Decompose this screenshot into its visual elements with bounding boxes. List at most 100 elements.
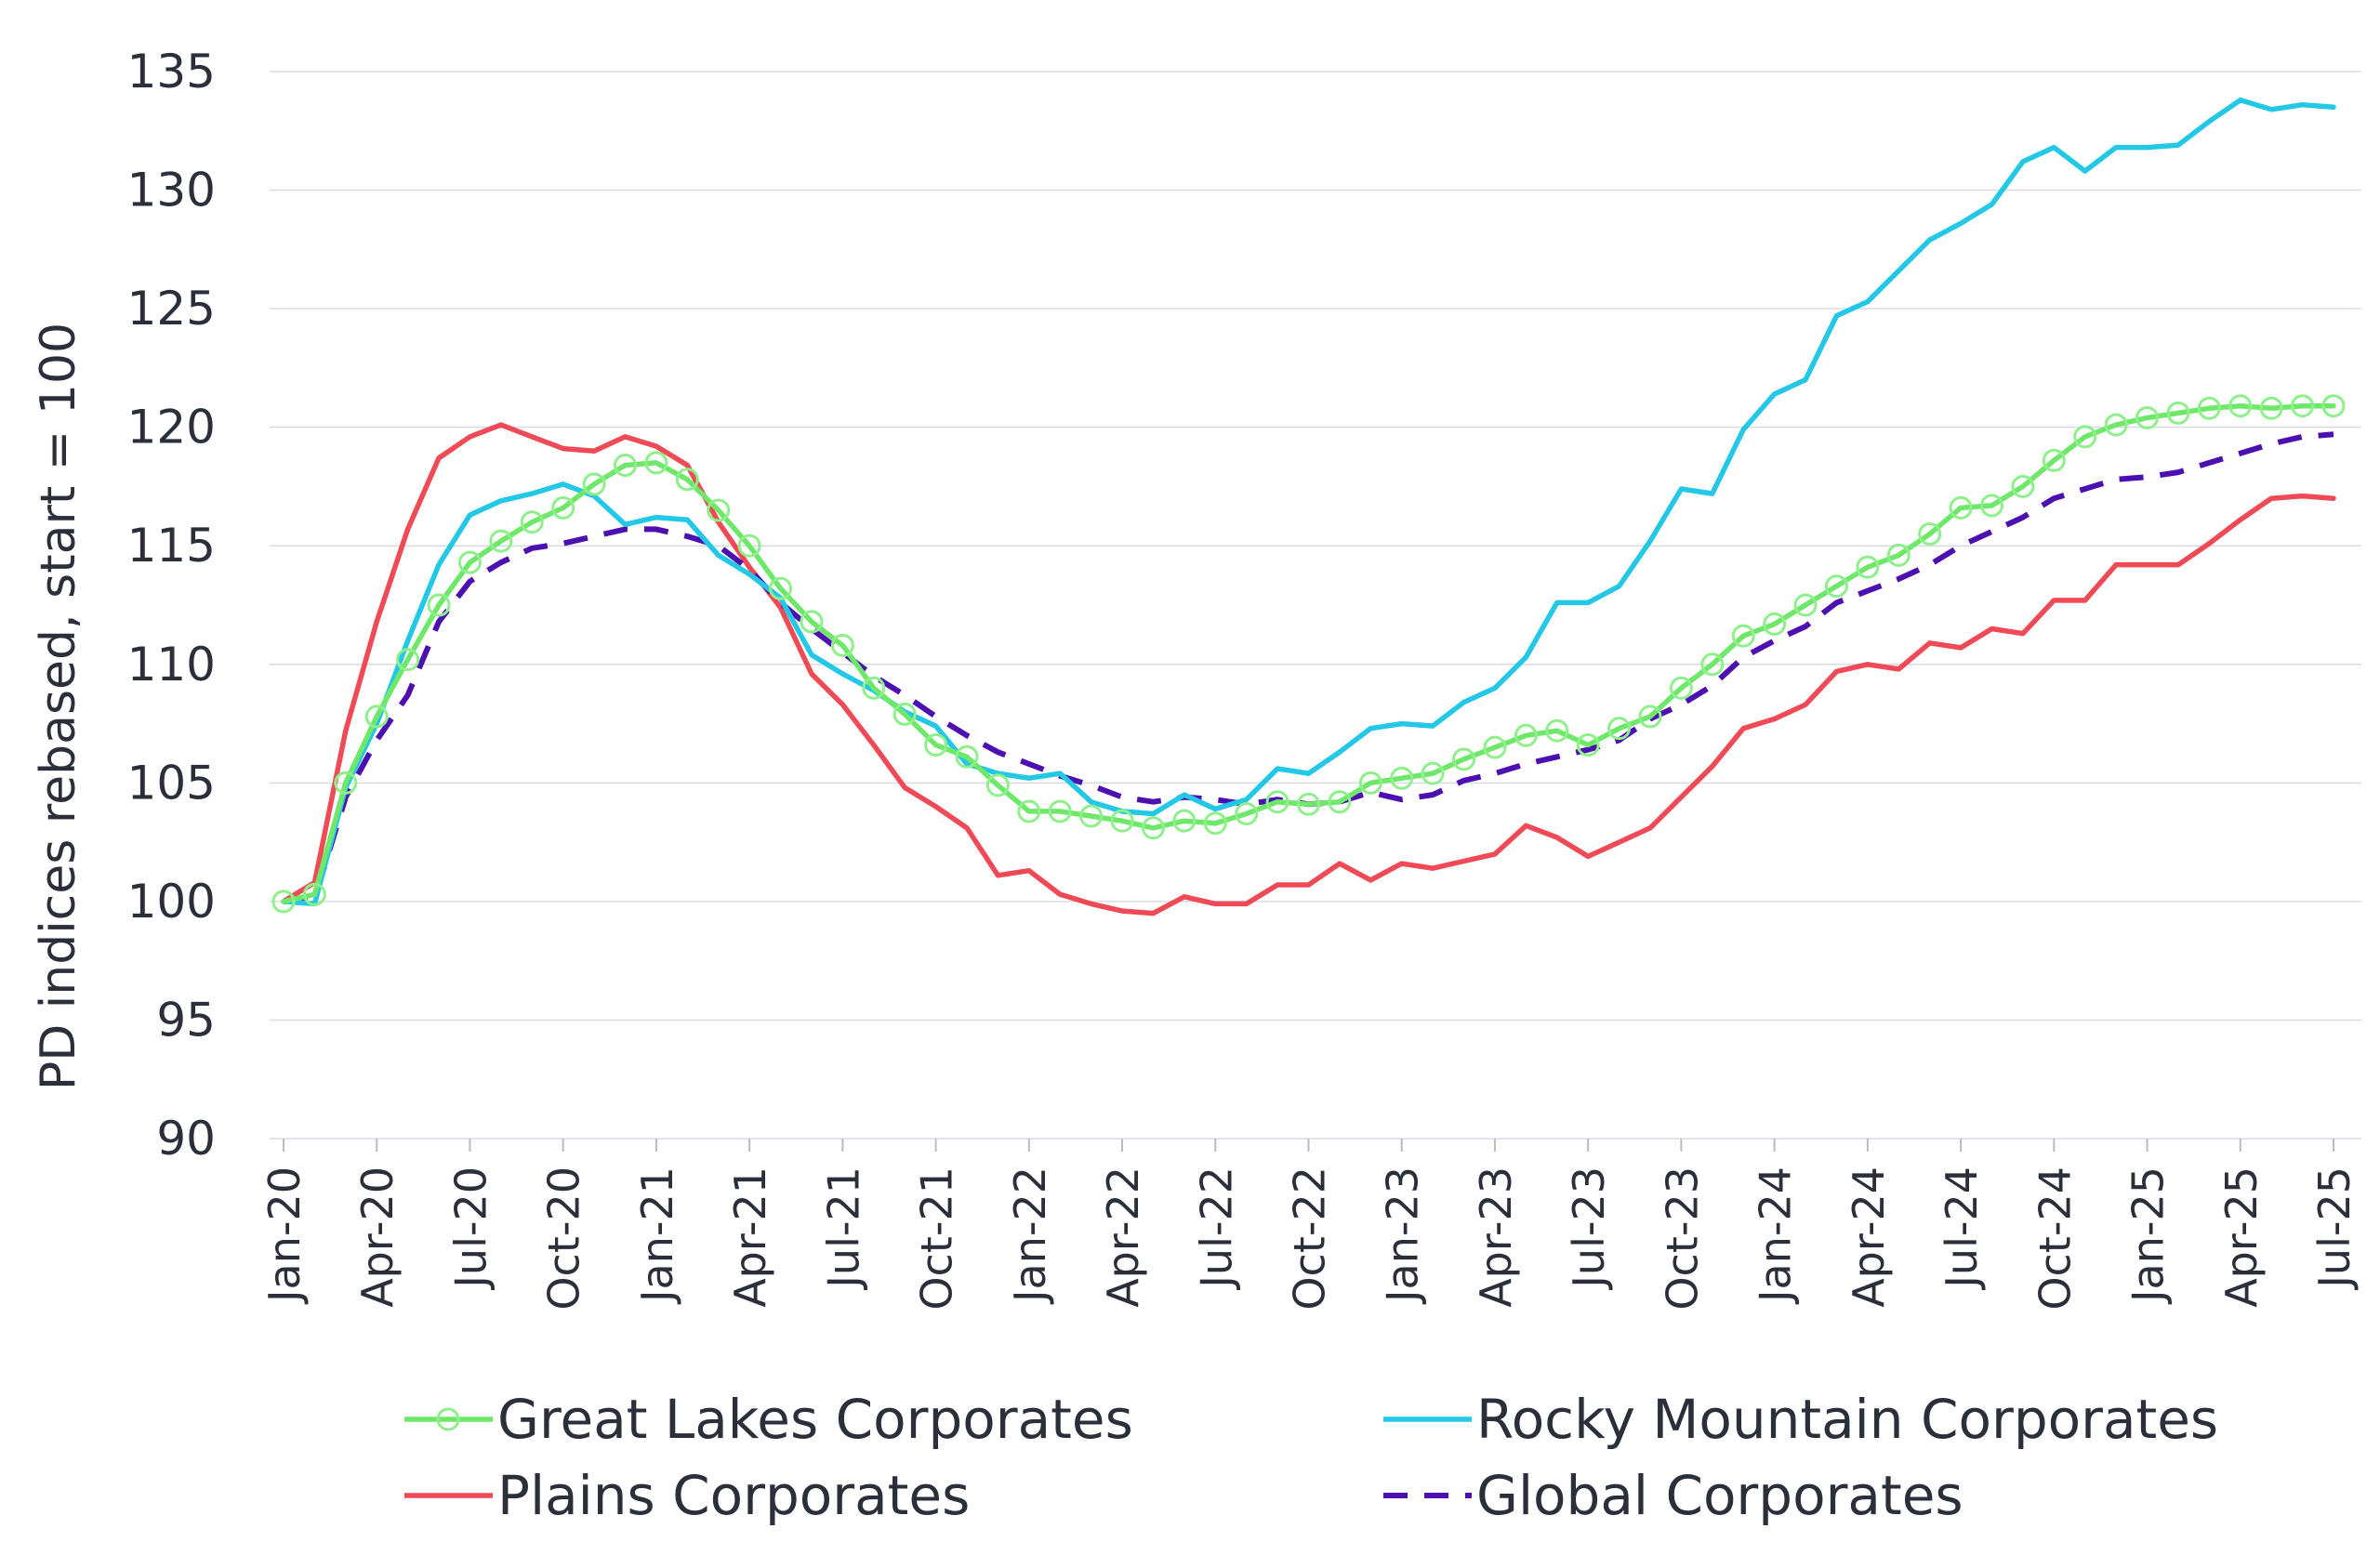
y-tick-label: 105 — [127, 756, 216, 810]
series-line-plains-corporates — [281, 422, 2336, 916]
data-point — [1203, 811, 1227, 836]
y-tick-label: 110 — [127, 638, 216, 692]
data-point — [1452, 747, 1476, 771]
data-point — [707, 498, 731, 522]
data-point — [302, 882, 326, 906]
data-point — [2011, 474, 2035, 498]
legend-item: Global Corporates — [1383, 1464, 1964, 1527]
data-point — [489, 529, 513, 553]
x-tick-label: Apr-20 — [352, 1166, 403, 1308]
data-point — [1390, 766, 1414, 790]
data-point — [1297, 792, 1320, 816]
y-axis-label: PD indices rebased, start = 100 — [31, 323, 86, 1090]
data-point — [1110, 809, 1134, 833]
y-tick-label: 115 — [127, 519, 216, 573]
data-point — [1017, 799, 1041, 824]
data-point — [1079, 804, 1104, 828]
data-point — [2135, 405, 2160, 429]
data-point — [396, 648, 420, 672]
series-lines — [271, 97, 2346, 916]
legend-label: Global Corporates — [1476, 1464, 1964, 1527]
data-point — [1483, 735, 1507, 759]
legend-item: Rocky Mountain Corporates — [1383, 1388, 2218, 1451]
series-line-rocky-mountain-corporates — [281, 97, 2336, 907]
data-point — [800, 610, 824, 634]
data-point — [892, 702, 917, 726]
x-tick-label: Jul-20 — [445, 1166, 496, 1291]
data-point — [737, 534, 761, 558]
legend-marker — [436, 1407, 460, 1431]
data-point — [614, 453, 637, 477]
legend-item: Great Lakes Corporates — [404, 1388, 1133, 1451]
data-point — [1638, 705, 1662, 729]
y-tick-label: 95 — [156, 993, 216, 1047]
x-tick-label: Oct-22 — [1285, 1166, 1335, 1311]
data-point — [2197, 396, 2221, 420]
data-point — [1949, 495, 1973, 520]
data-point — [1607, 717, 1632, 741]
x-tick-label: Jul-24 — [1937, 1166, 1987, 1291]
x-tick-label: Apr-23 — [1471, 1166, 1521, 1308]
data-point — [1793, 593, 1818, 617]
x-tick-label: Apr-25 — [2216, 1166, 2267, 1308]
data-point — [427, 593, 451, 617]
data-point — [1731, 624, 1755, 648]
y-tick-label: 130 — [127, 164, 216, 217]
x-tick-label: Oct-21 — [912, 1166, 962, 1311]
legend-label: Plains Corporates — [497, 1464, 970, 1527]
data-point — [2259, 396, 2283, 420]
data-point — [271, 890, 296, 914]
data-point — [1048, 799, 1072, 824]
data-point — [582, 472, 606, 496]
data-point — [364, 705, 389, 729]
legend: Great Lakes Corporates Rocky Mountain Cor… — [404, 1388, 2218, 1527]
series-line-global-corporates — [283, 431, 2334, 904]
data-point — [1856, 555, 1880, 579]
data-point — [2073, 425, 2097, 449]
x-tick-label: Apr-24 — [1844, 1166, 1894, 1308]
data-point — [1576, 733, 1600, 758]
data-point — [1265, 790, 1289, 814]
data-point — [955, 745, 979, 769]
y-tick-label: 135 — [127, 45, 216, 99]
data-point — [2291, 394, 2315, 418]
x-tick-label: Jul-22 — [1191, 1166, 1241, 1291]
x-tick-label: Jul-25 — [2309, 1166, 2360, 1291]
data-point — [830, 633, 854, 657]
data-point — [1172, 809, 1197, 833]
x-axis-ticks: Jan-20 Apr-20 Jul-20 Oct-20 Jan-21 Apr-21 Jul-… — [259, 1139, 2360, 1311]
data-point — [1421, 761, 1445, 785]
x-tick-label: Jan-22 — [1005, 1166, 1055, 1305]
y-tick-label: 90 — [156, 1112, 216, 1166]
legend-item: Plains Corporates — [404, 1464, 970, 1527]
x-tick-label: Jul-23 — [1564, 1166, 1614, 1291]
data-point — [1763, 612, 1787, 636]
data-point — [1700, 652, 1725, 677]
x-tick-label: Jan-23 — [1378, 1166, 1428, 1305]
data-point — [2166, 401, 2190, 425]
data-point — [924, 733, 948, 758]
data-point — [1918, 521, 1942, 546]
data-point — [985, 773, 1010, 797]
y-tick-label: 100 — [127, 875, 216, 929]
data-point — [457, 550, 482, 574]
data-point — [1328, 790, 1352, 814]
gridlines — [270, 71, 2361, 1140]
data-point — [1669, 676, 1693, 700]
data-point — [769, 576, 793, 600]
y-tick-label: 120 — [127, 401, 216, 455]
data-point — [1514, 723, 1538, 747]
data-point — [1358, 771, 1382, 795]
x-tick-label: Oct-23 — [1657, 1166, 1707, 1311]
data-point — [675, 468, 699, 492]
data-point — [1141, 816, 1165, 840]
legend-label: Rocky Mountain Corporates — [1476, 1388, 2218, 1451]
data-point — [334, 771, 358, 795]
x-tick-label: Oct-24 — [2030, 1166, 2080, 1311]
data-point — [862, 676, 886, 700]
x-tick-label: Jan-24 — [1751, 1166, 1801, 1305]
series-line-great-lakes-corporates — [281, 402, 2336, 904]
data-point — [2321, 394, 2346, 418]
x-tick-label: Jul-21 — [818, 1166, 868, 1291]
